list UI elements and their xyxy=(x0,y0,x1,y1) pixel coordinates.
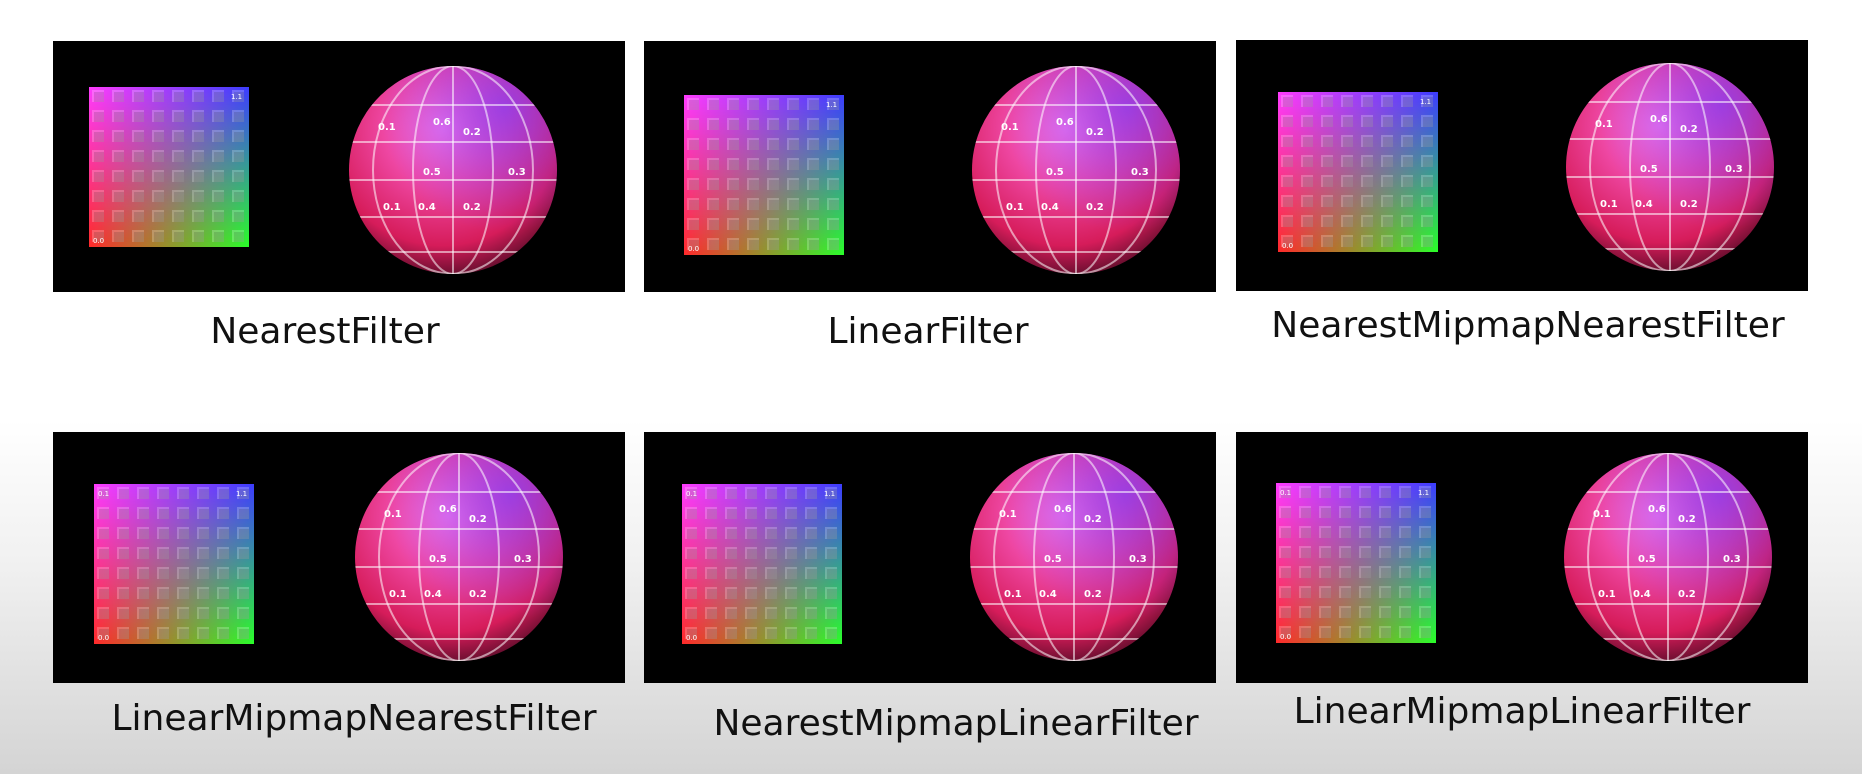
svg-text:0.1: 0.1 xyxy=(384,509,402,520)
texture-plane: 0.1 1.1 0.0 xyxy=(94,484,254,644)
sphere: 0.1 0.6 0.2 0.5 0.3 0.4 0.2 0.1 xyxy=(970,453,1178,661)
svg-text:0.5: 0.5 xyxy=(429,554,447,565)
svg-text:0.2: 0.2 xyxy=(463,202,481,213)
svg-text:0.1: 0.1 xyxy=(1006,202,1024,213)
svg-text:0.2: 0.2 xyxy=(463,127,481,138)
svg-text:0.1: 0.1 xyxy=(378,122,396,133)
svg-text:1.1: 1.1 xyxy=(1420,98,1431,106)
svg-text:0.0: 0.0 xyxy=(688,245,699,253)
svg-text:0.2: 0.2 xyxy=(1084,589,1102,600)
svg-text:0.4: 0.4 xyxy=(1039,589,1057,600)
svg-text:0.1: 0.1 xyxy=(999,509,1017,520)
svg-text:0.4: 0.4 xyxy=(418,202,436,213)
svg-text:0.4: 0.4 xyxy=(1633,589,1651,600)
render-viewport: 1.1 0.0 0.1 0.6 0.2 0.5 0.3 0 xyxy=(89,66,557,274)
svg-text:1.1: 1.1 xyxy=(826,101,837,109)
svg-text:0.2: 0.2 xyxy=(1084,514,1102,525)
nearest-filter-label: NearestFilter xyxy=(210,311,440,352)
svg-text:0.0: 0.0 xyxy=(1280,633,1291,641)
sphere: 0.1 0.6 0.2 0.5 0.3 0.4 0.2 0.1 xyxy=(1566,63,1774,271)
nearest-mipmap-nearest-filter-panel: 1.1 0.0 0.1 0.6 0.2 0.5 0.3 0 xyxy=(1236,40,1808,291)
svg-text:0.3: 0.3 xyxy=(508,167,526,178)
nearest-mipmap-linear-filter-panel: 0.1 1.1 0.0 0.1 0.6 0.2 0.5 0.3 xyxy=(644,432,1216,683)
svg-text:0.6: 0.6 xyxy=(1054,504,1072,515)
texture-plane: 0.1 1.1 0.0 xyxy=(1276,483,1436,643)
linear-mipmap-linear-filter-panel: 0.1 1.1 0.0 0.1 0.6 0.2 0.5 0.3 xyxy=(1236,432,1808,683)
svg-text:0.2: 0.2 xyxy=(469,514,487,525)
svg-text:0.2: 0.2 xyxy=(1678,514,1696,525)
svg-text:0.1: 0.1 xyxy=(1595,119,1613,130)
svg-text:0.1: 0.1 xyxy=(1004,589,1022,600)
linear-mipmap-nearest-filter-panel: 0.1 1.1 0.0 0.1 0.6 0.2 0.5 0.3 xyxy=(53,432,625,683)
svg-text:0.2: 0.2 xyxy=(1680,199,1698,210)
svg-text:0.5: 0.5 xyxy=(423,167,441,178)
svg-text:0.5: 0.5 xyxy=(1046,167,1064,178)
svg-text:0.2: 0.2 xyxy=(1680,124,1698,135)
nearest-mipmap-nearest-filter-label: NearestMipmapNearestFilter xyxy=(1271,305,1785,346)
render-viewport: 0.1 1.1 0.0 0.1 0.6 0.2 0.5 0.3 xyxy=(682,453,1178,661)
svg-text:1.1: 1.1 xyxy=(236,490,247,498)
texture-plane: 1.1 0.0 xyxy=(1278,92,1438,252)
svg-text:0.3: 0.3 xyxy=(1723,554,1741,565)
nearest-mipmap-linear-filter-label: NearestMipmapLinearFilter xyxy=(713,703,1199,744)
svg-text:0.1: 0.1 xyxy=(1001,122,1019,133)
svg-text:0.1: 0.1 xyxy=(383,202,401,213)
svg-text:0.1: 0.1 xyxy=(1593,509,1611,520)
svg-text:0.0: 0.0 xyxy=(98,634,109,642)
svg-text:0.0: 0.0 xyxy=(93,237,104,245)
linear-mipmap-nearest-filter-label: LinearMipmapNearestFilter xyxy=(111,698,597,739)
svg-text:0.1: 0.1 xyxy=(389,589,407,600)
linear-mipmap-linear-filter-label: LinearMipmapLinearFilter xyxy=(1293,691,1751,732)
svg-text:0.2: 0.2 xyxy=(1678,589,1696,600)
svg-text:0.4: 0.4 xyxy=(424,589,442,600)
svg-text:0.6: 0.6 xyxy=(439,504,457,515)
texture-plane: 1.1 0.0 xyxy=(89,87,249,247)
svg-text:0.1: 0.1 xyxy=(1600,199,1618,210)
svg-text:0.5: 0.5 xyxy=(1640,164,1658,175)
svg-text:1.1: 1.1 xyxy=(1418,489,1429,497)
svg-text:0.6: 0.6 xyxy=(1648,504,1666,515)
render-viewport: 1.1 0.0 0.1 0.6 0.2 0.5 0.3 0 xyxy=(1278,63,1774,271)
svg-text:0.4: 0.4 xyxy=(1041,202,1059,213)
svg-text:0.2: 0.2 xyxy=(469,589,487,600)
texture-plane: 0.1 1.1 0.0 xyxy=(682,484,842,644)
svg-text:0.5: 0.5 xyxy=(1044,554,1062,565)
nearest-filter-panel: 1.1 0.0 0.1 0.6 0.2 0.5 0.3 0 xyxy=(53,41,625,292)
svg-text:0.2: 0.2 xyxy=(1086,202,1104,213)
render-viewport: 0.1 1.1 0.0 0.1 0.6 0.2 0.5 0.3 xyxy=(94,453,563,661)
svg-text:0.5: 0.5 xyxy=(1638,554,1656,565)
render-viewport: 1.1 0.0 0.1 0.6 0.2 0.5 0.3 0 xyxy=(684,66,1180,274)
svg-text:0.1: 0.1 xyxy=(1598,589,1616,600)
svg-text:0.6: 0.6 xyxy=(1650,114,1668,125)
svg-text:0.1: 0.1 xyxy=(98,490,109,498)
texture-plane: 1.1 0.0 xyxy=(684,95,844,255)
svg-text:0.6: 0.6 xyxy=(433,117,451,128)
svg-text:0.0: 0.0 xyxy=(1282,242,1293,250)
svg-text:1.1: 1.1 xyxy=(231,93,242,101)
svg-text:1.1: 1.1 xyxy=(824,490,835,498)
sphere: 0.1 0.6 0.2 0.5 0.3 0.4 0.2 0.1 xyxy=(972,66,1180,274)
svg-text:0.3: 0.3 xyxy=(514,554,532,565)
svg-text:0.1: 0.1 xyxy=(686,490,697,498)
svg-text:0.6: 0.6 xyxy=(1056,117,1074,128)
svg-text:0.3: 0.3 xyxy=(1725,164,1743,175)
linear-filter-label: LinearFilter xyxy=(827,311,1029,352)
svg-text:0.1: 0.1 xyxy=(1280,489,1291,497)
sphere: 0.1 0.6 0.2 0.5 0.3 0.4 0.2 0.1 xyxy=(355,453,563,661)
sphere: 0.1 0.6 0.2 0.5 0.3 0.4 0.2 0.1 xyxy=(1564,453,1772,661)
render-viewport: 0.1 1.1 0.0 0.1 0.6 0.2 0.5 0.3 xyxy=(1276,453,1772,661)
linear-filter-panel: 1.1 0.0 0.1 0.6 0.2 0.5 0.3 0 xyxy=(644,41,1216,292)
svg-text:0.0: 0.0 xyxy=(686,634,697,642)
svg-text:0.2: 0.2 xyxy=(1086,127,1104,138)
svg-text:0.4: 0.4 xyxy=(1635,199,1653,210)
svg-text:0.3: 0.3 xyxy=(1129,554,1147,565)
sphere: 0.1 0.6 0.2 0.5 0.3 0.4 0.2 0.1 xyxy=(349,66,557,274)
svg-text:0.3: 0.3 xyxy=(1131,167,1149,178)
